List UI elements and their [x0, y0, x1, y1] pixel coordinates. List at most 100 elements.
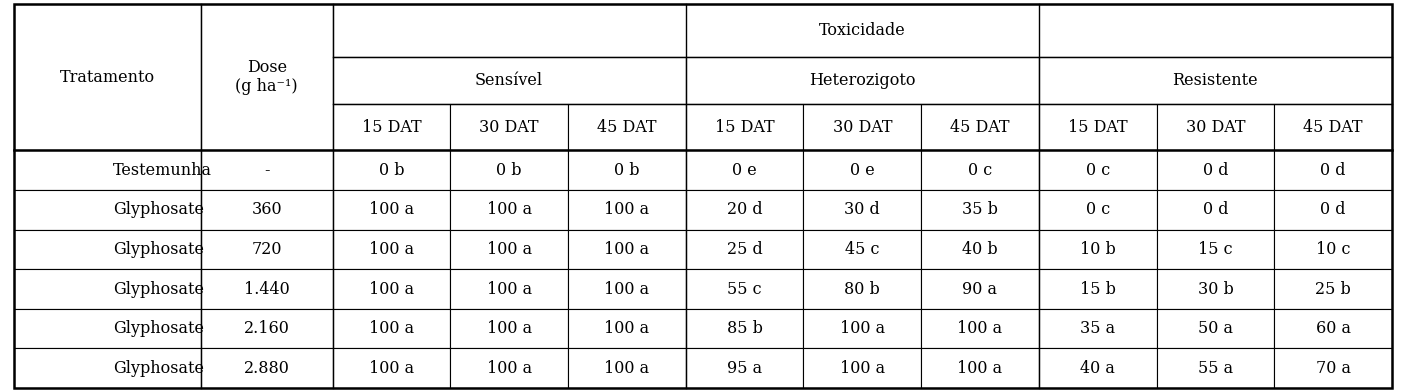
Text: 100 a: 100 a [486, 320, 531, 337]
Text: 10 b: 10 b [1080, 241, 1115, 258]
Bar [1039, 151, 1157, 190]
Bar [201, 4, 333, 151]
Text: 95 a: 95 a [727, 360, 762, 377]
Bar [568, 104, 686, 151]
Bar [1157, 230, 1274, 269]
Text: 360: 360 [252, 201, 283, 218]
Bar [1274, 230, 1392, 269]
Bar [1039, 230, 1157, 269]
Bar [1039, 104, 1157, 151]
Bar [1039, 57, 1392, 104]
Bar [568, 348, 686, 388]
Bar [333, 269, 450, 309]
Bar [1157, 309, 1274, 348]
Text: 100 a: 100 a [605, 360, 650, 377]
Bar [803, 104, 921, 151]
Text: 0 c: 0 c [1085, 201, 1109, 218]
Text: 15 DAT: 15 DAT [1067, 119, 1128, 136]
Text: 25 d: 25 d [727, 241, 762, 258]
Bar [450, 309, 568, 348]
Text: Dose
(g ha⁻¹): Dose (g ha⁻¹) [235, 59, 298, 95]
Bar [921, 230, 1039, 269]
Text: 100 a: 100 a [839, 360, 884, 377]
Bar [333, 4, 1392, 57]
Bar [333, 57, 686, 104]
Text: 100 a: 100 a [486, 201, 531, 218]
Text: 0 e: 0 e [849, 162, 875, 179]
Text: 1.440: 1.440 [243, 281, 290, 298]
Text: 100 a: 100 a [605, 201, 650, 218]
Bar [333, 190, 450, 230]
Text: Glyphosate: Glyphosate [112, 320, 204, 337]
Bar [14, 309, 201, 348]
Bar [450, 269, 568, 309]
Bar [921, 269, 1039, 309]
Text: Glyphosate: Glyphosate [112, 241, 204, 258]
Text: 45 DAT: 45 DAT [1303, 119, 1362, 136]
Bar [450, 348, 568, 388]
Bar [686, 309, 803, 348]
Bar [201, 309, 333, 348]
Bar [686, 190, 803, 230]
Text: 15 DAT: 15 DAT [714, 119, 775, 136]
Bar [201, 190, 333, 230]
Text: 50 a: 50 a [1198, 320, 1233, 337]
Bar [1274, 269, 1392, 309]
Bar [803, 230, 921, 269]
Bar [450, 190, 568, 230]
Bar [14, 230, 201, 269]
Bar [803, 309, 921, 348]
Text: Glyphosate: Glyphosate [112, 281, 204, 298]
Text: 720: 720 [252, 241, 283, 258]
Text: 70 a: 70 a [1316, 360, 1351, 377]
Text: 25 b: 25 b [1315, 281, 1351, 298]
Bar [14, 151, 201, 190]
Bar [568, 309, 686, 348]
Bar [201, 348, 333, 388]
Bar [1157, 269, 1274, 309]
Text: 10 c: 10 c [1316, 241, 1350, 258]
Bar [921, 348, 1039, 388]
Bar [921, 309, 1039, 348]
Bar [686, 104, 803, 151]
Bar [1274, 348, 1392, 388]
Bar [201, 230, 333, 269]
Text: 80 b: 80 b [845, 281, 880, 298]
Bar [686, 151, 803, 190]
Text: 35 b: 35 b [962, 201, 998, 218]
Text: 100 a: 100 a [605, 320, 650, 337]
Bar [1039, 269, 1157, 309]
Text: 30 DAT: 30 DAT [832, 119, 891, 136]
Text: 100 a: 100 a [486, 360, 531, 377]
Bar [333, 104, 450, 151]
Bar [450, 104, 568, 151]
Bar [1274, 309, 1392, 348]
Text: 0 d: 0 d [1202, 162, 1227, 179]
Text: 100 a: 100 a [605, 281, 650, 298]
Text: 100 a: 100 a [839, 320, 884, 337]
Text: 0 b: 0 b [496, 162, 522, 179]
Text: 15 c: 15 c [1198, 241, 1233, 258]
Text: Tratamento: Tratamento [60, 69, 155, 85]
Bar [333, 151, 450, 190]
Text: Heterozigoto: Heterozigoto [808, 72, 915, 89]
Bar [450, 151, 568, 190]
Text: 15 DAT: 15 DAT [361, 119, 422, 136]
Text: 30 b: 30 b [1198, 281, 1233, 298]
Bar [201, 151, 333, 190]
Text: 100 a: 100 a [486, 281, 531, 298]
Text: 85 b: 85 b [727, 320, 762, 337]
Text: 100 a: 100 a [368, 241, 413, 258]
Bar [568, 269, 686, 309]
Text: 100 a: 100 a [957, 320, 1002, 337]
Text: 0 d: 0 d [1320, 201, 1346, 218]
Bar [14, 269, 201, 309]
Bar [686, 269, 803, 309]
Text: 0 b: 0 b [378, 162, 404, 179]
Text: 100 a: 100 a [368, 201, 413, 218]
Text: 100 a: 100 a [368, 320, 413, 337]
Bar [333, 309, 450, 348]
Bar [686, 230, 803, 269]
Text: 0 c: 0 c [967, 162, 993, 179]
Bar [803, 348, 921, 388]
